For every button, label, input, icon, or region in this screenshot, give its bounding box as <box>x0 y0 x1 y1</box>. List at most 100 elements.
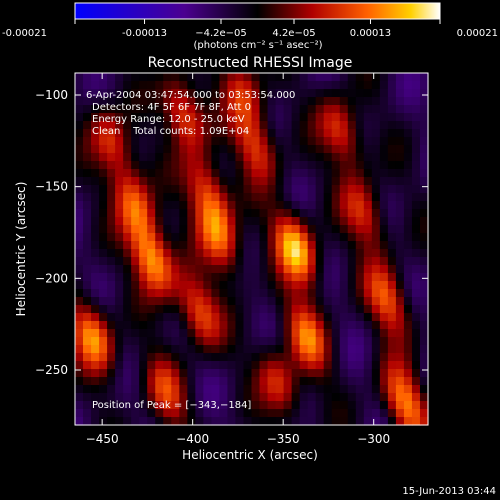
heatmap-cell <box>243 145 253 154</box>
heatmap-cell <box>99 177 108 186</box>
heatmap-cell <box>195 113 204 122</box>
heatmap-cell <box>195 345 204 354</box>
heatmap-cell <box>203 81 212 90</box>
heatmap-cell <box>283 177 293 186</box>
heatmap-cell <box>83 281 92 290</box>
heatmap-cell <box>275 337 285 346</box>
heatmap-cell <box>219 393 229 402</box>
heatmap-cell <box>387 177 397 186</box>
heatmap-cell <box>299 345 309 354</box>
heatmap-cell <box>171 289 180 298</box>
heatmap-cell <box>211 225 221 234</box>
heatmap-cell <box>267 201 277 210</box>
heatmap-cell <box>75 369 84 378</box>
heatmap-cell <box>403 209 413 218</box>
heatmap-cell <box>347 337 357 346</box>
heatmap-cell <box>347 105 357 114</box>
heatmap-cell <box>363 249 373 258</box>
heatmap-cell <box>195 305 204 314</box>
heatmap-cell <box>379 257 389 266</box>
heatmap-cell <box>307 89 317 98</box>
heatmap-cell <box>163 305 172 314</box>
heatmap-cell <box>291 417 301 426</box>
heatmap-cell <box>355 129 365 138</box>
heatmap-cell <box>163 345 172 354</box>
heatmap-cell <box>243 401 253 410</box>
heatmap-cell <box>227 393 237 402</box>
heatmap-cell <box>147 305 156 314</box>
heatmap-cell <box>299 105 309 114</box>
heatmap-cell <box>347 153 357 162</box>
heatmap-cell <box>283 233 293 242</box>
heatmap-cell <box>355 401 365 410</box>
heatmap-cell <box>267 81 277 90</box>
heatmap-cell <box>147 361 156 370</box>
heatmap-cell <box>195 393 204 402</box>
heatmap-cell <box>419 353 429 362</box>
heatmap-cell <box>147 201 156 210</box>
heatmap-cell <box>163 249 172 258</box>
heatmap-cell <box>243 393 253 402</box>
heatmap-cell <box>163 369 172 378</box>
heatmap-cell <box>219 193 229 202</box>
heatmap-cell <box>179 217 188 226</box>
heatmap-cell <box>339 89 349 98</box>
heatmap-cell <box>243 73 253 82</box>
heatmap-cell <box>355 89 365 98</box>
heatmap-cell <box>403 305 413 314</box>
heatmap-cell <box>227 225 237 234</box>
heatmap-cell <box>299 401 309 410</box>
heatmap-cell <box>75 297 84 306</box>
heatmap-cell <box>363 73 373 82</box>
heatmap-cell <box>395 185 405 194</box>
heatmap-cell <box>283 185 293 194</box>
heatmap-cell <box>227 377 237 386</box>
heatmap-cell <box>107 345 116 354</box>
heatmap-cell <box>387 121 397 130</box>
heatmap-cell <box>235 393 245 402</box>
heatmap-cell <box>283 385 293 394</box>
heatmap-cell <box>355 153 365 162</box>
heatmap-cell <box>283 249 293 258</box>
heatmap-cell <box>179 113 188 122</box>
heatmap-cell <box>259 137 269 146</box>
heatmap-cell <box>115 353 124 362</box>
heatmap-cell <box>123 185 132 194</box>
heatmap-cell <box>123 233 132 242</box>
heatmap-cell <box>195 353 204 362</box>
heatmap-cell <box>75 409 84 418</box>
y-axis-ticks: −100−150−200−250 <box>35 88 428 377</box>
heatmap-cell <box>419 321 429 330</box>
heatmap-cell <box>203 73 212 82</box>
heatmap-cell <box>291 97 301 106</box>
heatmap-cell <box>419 369 429 378</box>
annotation-clean: Clean Total counts: 1.09E+04 <box>92 126 249 137</box>
heatmap-cell <box>83 121 92 130</box>
heatmap-cell <box>219 417 229 426</box>
heatmap-cell <box>171 321 180 330</box>
heatmap-cell <box>91 417 100 426</box>
heatmap-cell <box>83 273 92 282</box>
heatmap-cell <box>195 73 204 82</box>
heatmap-cell <box>139 193 148 202</box>
heatmap-cell <box>219 353 229 362</box>
heatmap-cell <box>275 281 285 290</box>
heatmap-cell <box>123 209 132 218</box>
heatmap-cell <box>315 161 325 170</box>
heatmap-cell <box>419 281 429 290</box>
heatmap-cell <box>363 353 373 362</box>
heatmap-cell <box>251 337 261 346</box>
heatmap-cell <box>203 257 212 266</box>
heatmap-cell <box>75 393 84 402</box>
heatmap-cell <box>123 329 132 338</box>
heatmap-cell <box>131 281 140 290</box>
heatmap-cell <box>107 369 116 378</box>
heatmap-cell <box>363 113 373 122</box>
heatmap-cell <box>347 145 357 154</box>
heatmap-cell <box>307 289 317 298</box>
heatmap-cell <box>203 273 212 282</box>
heatmap-cell <box>179 137 188 146</box>
heatmap-cell <box>91 249 100 258</box>
heatmap-cell <box>99 337 108 346</box>
heatmap-cell <box>131 105 140 114</box>
